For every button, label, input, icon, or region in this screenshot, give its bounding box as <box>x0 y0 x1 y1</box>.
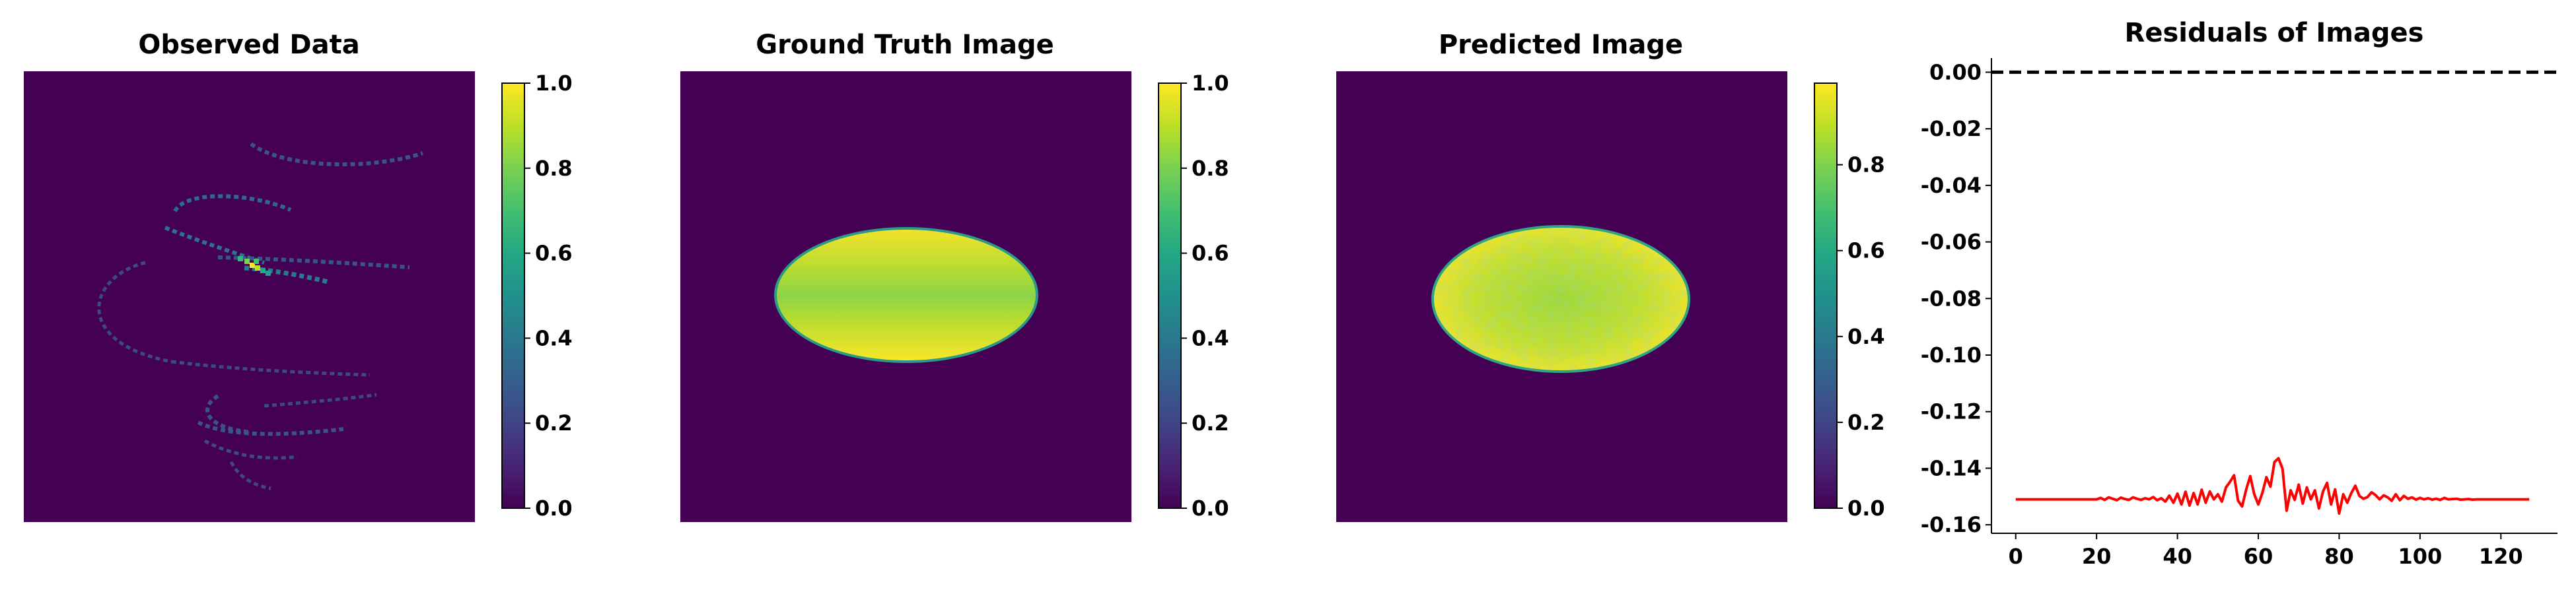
y-tick-label: -0.10 <box>1921 343 1982 368</box>
colorbar-tick-label: 0.0 <box>1847 496 1885 521</box>
colorbar-tick-label: 0.2 <box>1847 410 1885 435</box>
colorbar-tick-label: 0.0 <box>1192 496 1229 521</box>
hotspot-px <box>255 265 260 271</box>
colorbar-tick-label: 0.6 <box>1192 241 1229 266</box>
panel-predicted: Predicted Image 0.0 0.2 0.4 0.6 0.8 <box>1336 30 1885 522</box>
y-tick-label: -0.08 <box>1921 286 1982 311</box>
colorbar-tick-label: 0.0 <box>535 496 573 521</box>
streak-10 <box>203 439 298 460</box>
hotspot-px <box>250 263 255 268</box>
predicted-noise <box>1434 228 1688 370</box>
residuals-plot: 0.00 -0.02 -0.04 -0.06 -0.08 -0.10 -0.12 -0.14 -… <box>1921 58 2558 569</box>
streak-1 <box>250 142 423 167</box>
panel-residuals: Residuals of Images 0.00 -0.02 -0.04 -0.06 -… <box>1921 18 2558 569</box>
hotspot-px <box>244 259 250 264</box>
x-tick-label: 60 <box>2244 544 2273 569</box>
colorbar-gradient <box>501 82 525 509</box>
streak-6 <box>97 261 172 364</box>
y-tick-label: -0.02 <box>1921 116 1982 141</box>
colorbar-tick-label: 0.8 <box>1192 156 1229 181</box>
y-tick-label: -0.04 <box>1921 173 1982 198</box>
colorbar-observed: 0.0 0.2 0.4 0.6 0.8 1.0 <box>501 71 573 521</box>
hotspot-px <box>238 256 243 261</box>
residual-series-line <box>2015 457 2530 515</box>
y-tick-label: -0.14 <box>1921 455 1982 480</box>
colorbar-gradient <box>1158 82 1182 509</box>
y-tick-label: -0.06 <box>1921 230 1982 255</box>
observed-hotspot <box>238 256 271 276</box>
streak-7 <box>171 360 371 377</box>
ground-truth-ellipse <box>777 230 1036 360</box>
x-tick-label: 40 <box>2163 544 2192 569</box>
x-tick-label: 120 <box>2479 544 2523 569</box>
panel-observed-data: Observed Data 0.0 0.2 0.4 0.6 0.8 1.0 <box>24 30 573 522</box>
title-predicted: Predicted Image <box>1439 30 1683 60</box>
x-tick-label: 0 <box>2009 544 2023 569</box>
colorbar-tick-label: 1.0 <box>1192 71 1229 96</box>
title-observed-data: Observed Data <box>138 30 359 60</box>
colorbar-gradient <box>1814 82 1838 509</box>
colorbar-tick-label: 0.8 <box>535 156 573 181</box>
streak-12 <box>229 461 271 490</box>
x-tick-label: 20 <box>2082 544 2112 569</box>
observed-data-image <box>24 71 475 522</box>
title-ground-truth: Ground Truth Image <box>756 30 1054 60</box>
panel-ground-truth: Ground Truth Image 0.0 0.2 0.4 0.6 0.8 1.0 <box>680 30 1229 522</box>
y-tick-label: -0.16 <box>1921 512 1982 537</box>
streak-2 <box>173 194 292 213</box>
y-tick-label: 0.00 <box>1929 59 1982 84</box>
streak-9 <box>197 420 344 436</box>
y-tick-label: -0.12 <box>1921 399 1982 424</box>
colorbar-ground-truth: 0.0 0.2 0.4 0.6 0.8 1.0 <box>1158 71 1229 521</box>
x-tick-label: 80 <box>2324 544 2354 569</box>
colorbar-tick-label: 0.2 <box>1192 411 1229 436</box>
hotspot-px <box>260 268 266 273</box>
hotspot-px <box>254 259 259 264</box>
x-tick-label: 100 <box>2398 544 2442 569</box>
colorbar-tick-label: 0.2 <box>535 411 573 436</box>
colorbar-tick-label: 0.4 <box>1847 324 1885 349</box>
title-residuals: Residuals of Images <box>2125 18 2424 48</box>
colorbar-tick-label: 0.8 <box>1847 152 1885 178</box>
colorbar-tick-label: 0.4 <box>535 325 573 350</box>
streak-8 <box>205 394 252 434</box>
colorbar-predicted: 0.0 0.2 0.4 0.6 0.8 <box>1814 82 1885 521</box>
colorbar-tick-label: 0.4 <box>1192 325 1229 350</box>
hotspot-px <box>266 271 271 276</box>
colorbar-tick-label: 0.6 <box>1847 238 1885 263</box>
colorbar-tick-label: 0.6 <box>535 241 573 266</box>
streak-11 <box>264 393 377 408</box>
colorbar-tick-label: 1.0 <box>535 71 573 96</box>
